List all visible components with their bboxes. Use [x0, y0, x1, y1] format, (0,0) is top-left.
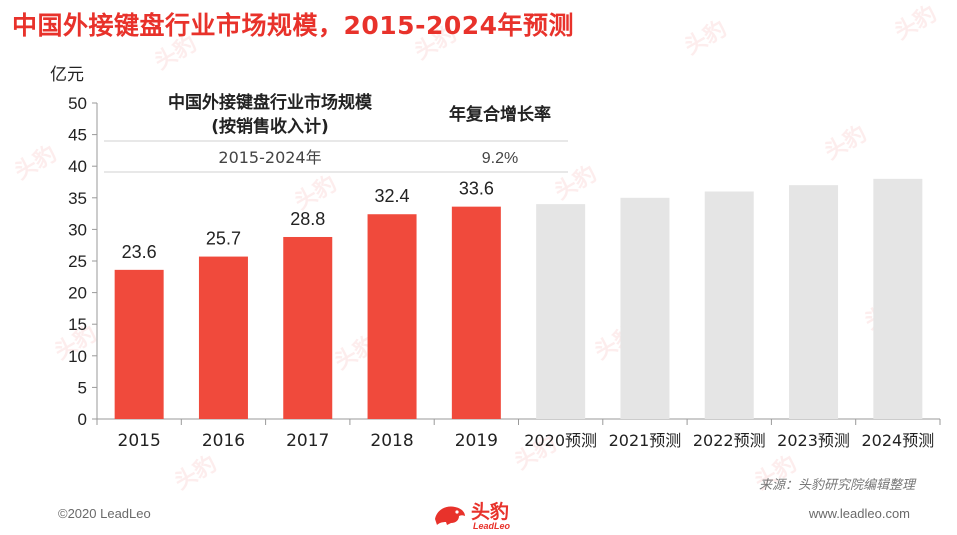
actual-bar: [451, 206, 501, 419]
table-header-cagr: 年复合增长率: [449, 104, 551, 125]
forecast-bar: [620, 197, 670, 419]
page-title: 中国外接键盘行业市场规模，2015-2024年预测: [12, 11, 575, 40]
y-unit-label: 亿元: [50, 65, 84, 85]
x-tick-label: 2017: [286, 431, 329, 451]
forecast-bar: [704, 191, 754, 419]
chart-labels: 23.6 25.7 28.8 32.4 33.6: [122, 179, 494, 262]
cagr-table: 中国外接键盘行业市场规模 (按销售收入计) 年复合增长率 2015-2024年 9.2%: [104, 92, 568, 173]
watermark-text: 头豹: [680, 16, 731, 61]
x-tick-label: 2016: [202, 431, 245, 451]
table-header-basis: (按销售收入计): [211, 116, 329, 137]
table-header-size: 中国外接键盘行业市场规模: [168, 92, 373, 113]
watermark-text: 头豹: [150, 31, 201, 76]
table-cell-cagr: 9.2%: [482, 150, 518, 167]
x-tick-label: 2020预测: [524, 431, 597, 450]
table-cell-period: 2015-2024年: [218, 148, 321, 167]
logo-name: 头豹: [471, 501, 510, 523]
y-tick-label: 35: [68, 189, 87, 208]
watermark-text: 头豹: [410, 21, 461, 66]
y-tick-label: 50: [68, 94, 87, 113]
logo-sub: LeadLeo: [473, 521, 511, 531]
y-tick-label: 5: [78, 378, 87, 397]
forecast-bar: [873, 178, 923, 419]
copyright-text: ©2020 LeadLeo: [58, 506, 151, 521]
y-tick-label: 25: [68, 252, 87, 271]
source-note: 来源：头豹研究院编辑整理: [758, 478, 915, 493]
bar-value-label: 25.7: [206, 229, 241, 249]
watermark-text: 头豹: [820, 121, 871, 166]
leadleo-logo: 头豹 LeadLeo: [433, 497, 533, 533]
x-tick-label: 2018: [370, 431, 413, 451]
bar-value-label: 23.6: [122, 242, 157, 262]
bar-value-label: 33.6: [459, 179, 494, 199]
actual-bar: [283, 236, 333, 419]
watermark-text: 头豹: [170, 451, 221, 496]
x-tick-label: 2024预测: [861, 431, 934, 450]
chart-axes: 0 5 10 15 20 25 30 35 40 45 50 亿元 2015 2016 2017 2018 20…: [50, 65, 941, 451]
x-tick-label: 2021预测: [609, 431, 682, 450]
watermark-text: 头豹: [890, 1, 941, 46]
chart-bars: [114, 178, 923, 419]
y-tick-label: 40: [68, 157, 87, 176]
y-tick-label: 30: [68, 220, 87, 239]
actual-bar: [198, 256, 248, 419]
forecast-bar: [536, 204, 586, 419]
bar-value-label: 28.8: [290, 209, 325, 229]
y-tick-label: 45: [68, 126, 87, 145]
watermark-text: 头豹: [550, 161, 601, 206]
leopard-icon: [435, 506, 465, 525]
y-tick-label: 15: [68, 315, 87, 334]
forecast-bar: [789, 185, 839, 419]
x-tick-label: 2023预测: [777, 431, 850, 450]
y-tick-label: 10: [68, 347, 87, 366]
y-tick-label: 0: [78, 410, 87, 429]
bar-value-label: 32.4: [375, 186, 410, 206]
watermark-text: 头豹: [10, 141, 61, 186]
y-tick-label: 20: [68, 284, 87, 303]
actual-bar: [114, 269, 164, 419]
x-tick-label: 2015: [118, 431, 161, 451]
actual-bar: [367, 214, 417, 419]
x-tick-label: 2022预测: [693, 431, 766, 450]
x-tick-label: 2019: [455, 431, 498, 451]
website-link[interactable]: www.leadleo.com: [808, 506, 910, 521]
